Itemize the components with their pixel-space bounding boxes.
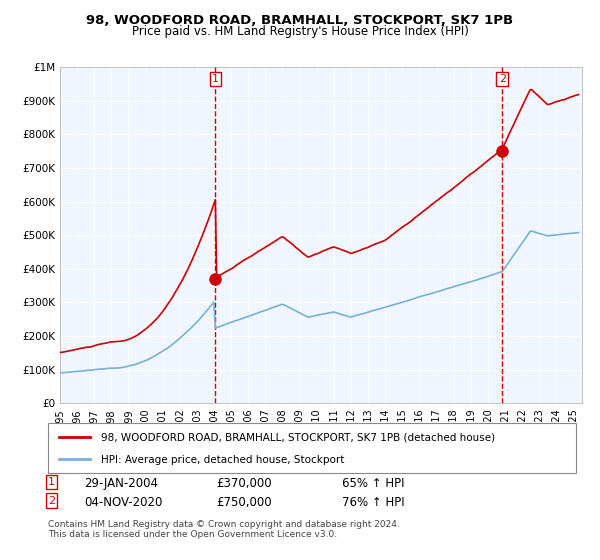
Text: 98, WOODFORD ROAD, BRAMHALL, STOCKPORT, SK7 1PB: 98, WOODFORD ROAD, BRAMHALL, STOCKPORT, … bbox=[86, 14, 514, 27]
Text: 76% ↑ HPI: 76% ↑ HPI bbox=[342, 496, 404, 508]
Text: £370,000: £370,000 bbox=[216, 477, 272, 490]
Text: 2: 2 bbox=[499, 74, 506, 84]
Text: £750,000: £750,000 bbox=[216, 496, 272, 508]
Text: Price paid vs. HM Land Registry's House Price Index (HPI): Price paid vs. HM Land Registry's House … bbox=[131, 25, 469, 38]
Text: 1: 1 bbox=[48, 477, 55, 487]
Text: 65% ↑ HPI: 65% ↑ HPI bbox=[342, 477, 404, 490]
Text: HPI: Average price, detached house, Stockport: HPI: Average price, detached house, Stoc… bbox=[101, 455, 344, 465]
FancyBboxPatch shape bbox=[48, 423, 576, 473]
Text: 1: 1 bbox=[212, 74, 219, 84]
Text: Contains HM Land Registry data © Crown copyright and database right 2024.
This d: Contains HM Land Registry data © Crown c… bbox=[48, 520, 400, 539]
Text: 98, WOODFORD ROAD, BRAMHALL, STOCKPORT, SK7 1PB (detached house): 98, WOODFORD ROAD, BRAMHALL, STOCKPORT, … bbox=[101, 433, 495, 443]
Bar bbox=[60, 67, 582, 403]
Text: 29-JAN-2004: 29-JAN-2004 bbox=[84, 477, 158, 490]
Text: 2: 2 bbox=[48, 496, 55, 506]
Text: 04-NOV-2020: 04-NOV-2020 bbox=[84, 496, 163, 508]
